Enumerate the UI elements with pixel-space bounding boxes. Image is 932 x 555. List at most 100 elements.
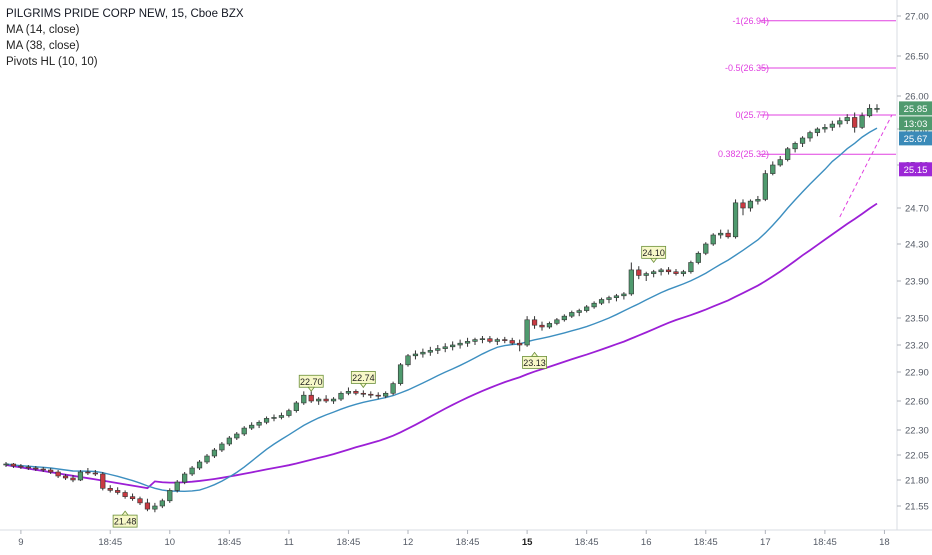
candle-body [502, 339, 508, 341]
y-tick-label: 23.50 [905, 314, 929, 325]
y-tick-label: 27.00 [905, 12, 929, 23]
candle-body [368, 393, 374, 396]
candle-body [866, 108, 873, 117]
legend-pivots[interactable]: Pivots HL (10, 10) [6, 56, 98, 68]
candle-body [807, 132, 813, 139]
x-tick-label: 18:45 [337, 537, 361, 548]
candle-body [814, 128, 821, 133]
fib-level-label: 0(25.77) [735, 110, 769, 120]
candle-body [859, 115, 865, 128]
candle-body [301, 394, 307, 404]
candle-body [338, 392, 344, 400]
candle-body [680, 271, 687, 274]
candle-body [450, 344, 456, 348]
price-tag-label: 25.15 [904, 165, 928, 176]
y-tick-label: 26.50 [905, 52, 929, 63]
candle-body [345, 391, 352, 394]
y-tick-label: 22.30 [905, 426, 929, 437]
candle-body [241, 427, 247, 435]
price-tag-box [899, 131, 932, 146]
candle-body [249, 424, 255, 429]
candle-body [286, 410, 292, 416]
candle-body [70, 477, 76, 481]
candle-body [688, 262, 694, 273]
candle-body [397, 364, 404, 384]
candle-body [137, 498, 143, 504]
candle-body [293, 402, 299, 411]
x-tick-label: 11 [284, 537, 294, 548]
candle-body [777, 159, 783, 166]
candle-body [822, 127, 828, 130]
pivot-pointer [359, 382, 368, 389]
candle-body [554, 319, 560, 324]
candle-body [643, 273, 649, 276]
chart-legend: PILGRIMS PRIDE CORP NEW, 15, Cboe BZX MA… [6, 6, 244, 70]
y-tick-label: 21.55 [905, 502, 929, 513]
pivot-label: 21.48 [114, 517, 137, 527]
candle-body [234, 433, 240, 439]
ma-38-line [5, 202, 878, 490]
candle-body [718, 232, 724, 236]
pivot-label: 22.74 [352, 373, 375, 383]
candle-body [517, 342, 523, 346]
candle-body [263, 418, 270, 423]
symbol-title[interactable]: PILGRIMS PRIDE CORP NEW, 15, Cboe BZX [6, 8, 244, 20]
candle-body [539, 324, 545, 328]
x-tick-label: 17 [760, 537, 771, 548]
y-tick-label: 21.80 [905, 476, 929, 487]
candle-body [25, 466, 31, 469]
candle-body [762, 173, 768, 200]
candle-body [62, 475, 69, 479]
candle-body [442, 346, 448, 349]
x-tick-label: 18:45 [456, 537, 480, 548]
x-tick-label: 9 [18, 537, 23, 548]
pivot-pointer [307, 386, 316, 392]
candle-body [435, 348, 441, 351]
candle-body [159, 500, 165, 507]
candle-body [837, 120, 843, 125]
candle-body [569, 312, 575, 317]
fib-trend-line [839, 114, 893, 218]
candle-body [55, 471, 61, 477]
y-tick-label: 26.00 [905, 92, 929, 103]
candle-body [10, 463, 17, 467]
candle-body [636, 269, 642, 276]
candle-body [196, 461, 203, 469]
candle-body [256, 421, 262, 426]
candle-body [561, 315, 567, 321]
candle-body [226, 437, 232, 445]
candle-body [18, 465, 24, 468]
candle-body [494, 339, 500, 342]
x-tick-label: 15 [522, 537, 533, 548]
candle-body [85, 471, 91, 474]
candle-body [211, 449, 218, 457]
candle-body [405, 355, 411, 366]
candle-body [651, 271, 657, 274]
x-tick-label: 18:45 [813, 537, 837, 548]
price-tag-box [899, 116, 932, 131]
legend-ma-38[interactable]: MA (38, close) [6, 40, 80, 52]
candle-body [524, 319, 530, 346]
candle-body [673, 271, 679, 274]
candle-body [852, 117, 858, 128]
y-tick-label: 24.70 [905, 204, 929, 215]
candle-body [330, 398, 337, 402]
y-tick-label: 22.05 [905, 451, 929, 462]
x-tick-label: 18:45 [98, 537, 122, 548]
candle-body [621, 293, 627, 297]
legend-ma-14[interactable]: MA (14, close) [6, 24, 80, 36]
candle-body [755, 199, 761, 202]
candle-body [167, 490, 173, 502]
candle-body [33, 467, 39, 470]
candle-body [628, 269, 634, 295]
candle-body [375, 394, 381, 397]
x-tick-label: 18 [879, 537, 890, 548]
candle-body [420, 351, 426, 355]
candle-body [92, 472, 98, 475]
candle-body [77, 471, 84, 481]
candle-body [479, 338, 486, 341]
fib-level-label: -0.5(26.35) [725, 63, 769, 73]
candle-body [427, 350, 433, 353]
